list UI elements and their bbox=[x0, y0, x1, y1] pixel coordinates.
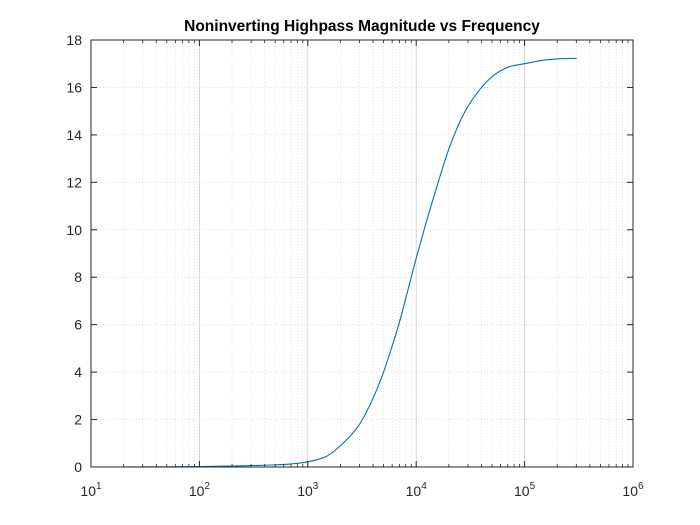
x-tick-label: 102 bbox=[189, 481, 211, 499]
axes-box bbox=[90, 39, 634, 468]
ticks bbox=[90, 39, 634, 468]
x-tick-label: 101 bbox=[80, 481, 102, 499]
x-tick-base: 10 bbox=[297, 483, 313, 499]
y-tick-label: 12 bbox=[66, 174, 82, 190]
y-tick-label: 0 bbox=[74, 459, 82, 475]
y-tick-label: 8 bbox=[74, 269, 82, 285]
y-tick-label: 6 bbox=[74, 317, 82, 333]
x-tick-exponent: 6 bbox=[638, 481, 644, 492]
x-tick-label: 106 bbox=[622, 481, 644, 499]
x-tick-label: 105 bbox=[514, 481, 536, 499]
chart-title: Noninverting Highpass Magnitude vs Frequ… bbox=[184, 18, 540, 35]
x-tick-base: 10 bbox=[622, 483, 638, 499]
y-tick-label: 16 bbox=[66, 79, 82, 95]
x-tick-label: 104 bbox=[406, 481, 428, 499]
y-tick-label: 10 bbox=[66, 222, 82, 238]
y-tick-label: 4 bbox=[74, 364, 82, 380]
x-tick-exponent: 2 bbox=[204, 481, 210, 492]
x-tick-base: 10 bbox=[80, 483, 96, 499]
x-tick-exponent: 3 bbox=[313, 481, 319, 492]
x-tick-base: 10 bbox=[514, 483, 530, 499]
x-tick-exponent: 5 bbox=[530, 481, 536, 492]
x-tick-exponent: 4 bbox=[421, 481, 427, 492]
x-tick-exponent: 1 bbox=[96, 481, 102, 492]
x-tick-base: 10 bbox=[189, 483, 205, 499]
plot-area bbox=[91, 40, 633, 467]
x-tick-label: 103 bbox=[297, 481, 319, 499]
x-tick-base: 10 bbox=[406, 483, 422, 499]
y-tick-label: 14 bbox=[66, 127, 82, 143]
y-tick-label: 2 bbox=[74, 412, 82, 428]
y-tick-label: 18 bbox=[66, 32, 82, 48]
